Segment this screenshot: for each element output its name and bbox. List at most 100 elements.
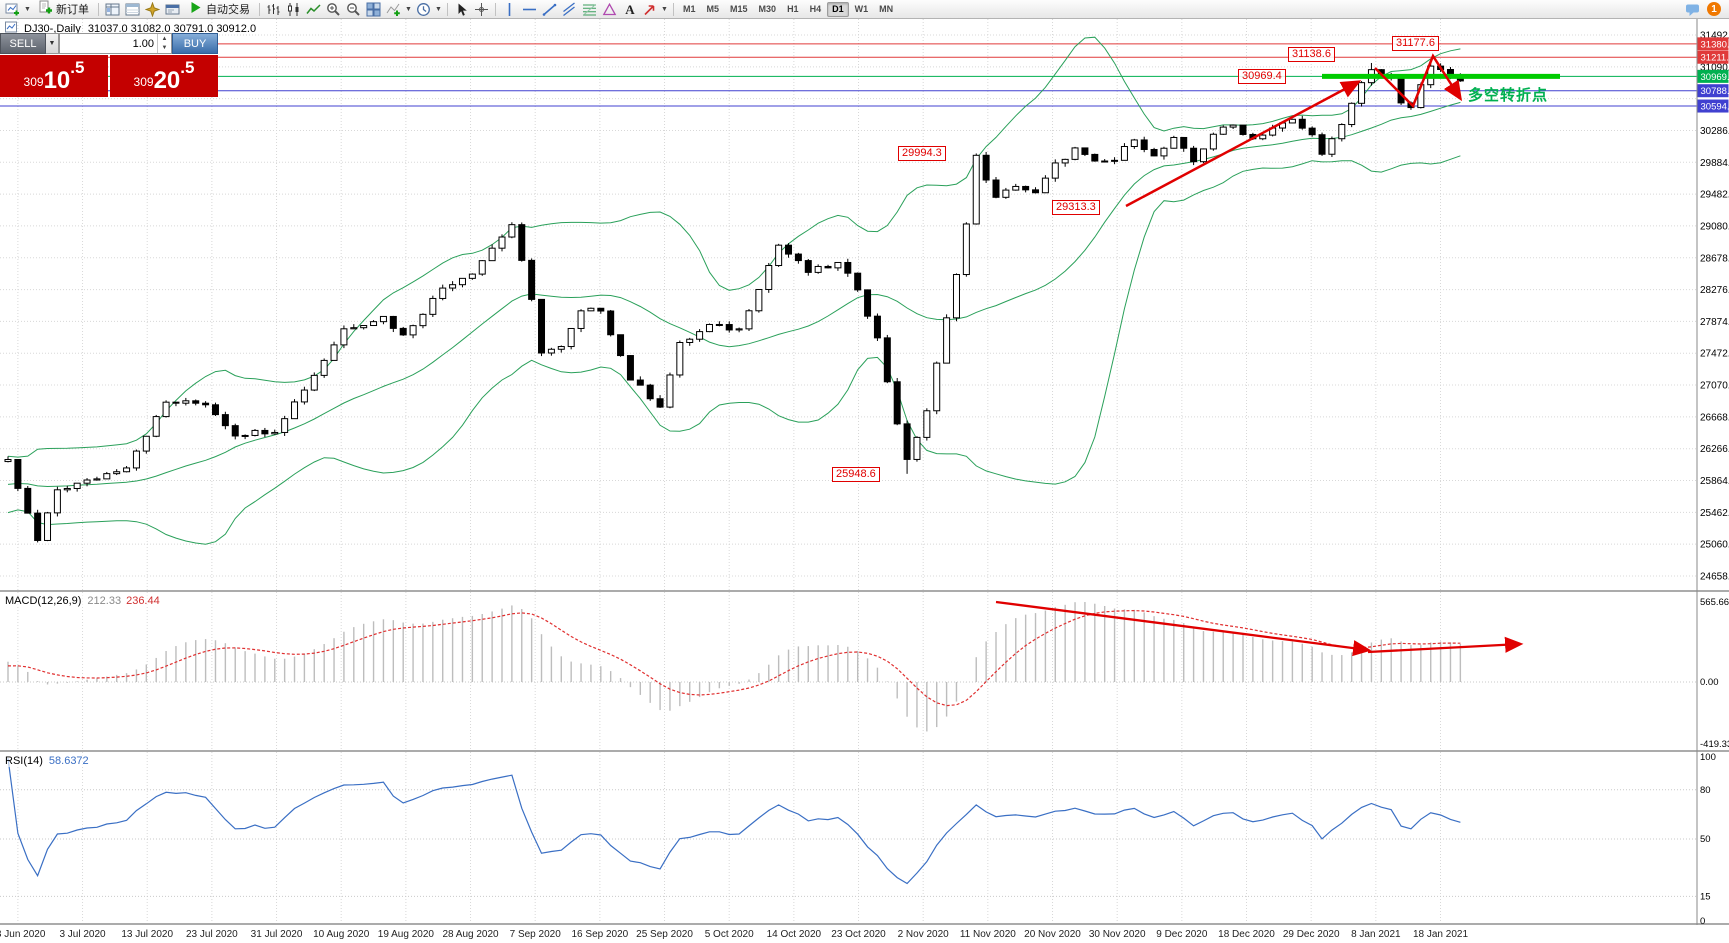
notification-badge[interactable]: 1	[1707, 2, 1721, 16]
price-annotation[interactable]: 31138.6	[1288, 47, 1335, 62]
new-order-button[interactable]: 新订单	[33, 0, 94, 18]
price-annotation[interactable]: 29994.3	[898, 146, 946, 161]
lot-decrease-icon[interactable]: ▼	[161, 45, 168, 52]
candle-body	[1130, 139, 1138, 148]
timeframe-m15-button[interactable]: M15	[730, 3, 748, 14]
macd-signal-value: 236.44	[126, 595, 160, 607]
lot-size-input[interactable]: 1.00 ▲ ▼	[59, 33, 172, 54]
price-annotation[interactable]: 31177.6	[1392, 36, 1439, 51]
candle-body	[1308, 127, 1316, 136]
candle-body	[735, 328, 743, 331]
candle-body	[1002, 189, 1010, 198]
timeframe-h1-button[interactable]: H1	[787, 3, 799, 14]
date-label: 3 Jul 2020	[59, 929, 106, 940]
price-annotation[interactable]: 30969.4	[1238, 69, 1286, 84]
candle-body	[962, 223, 970, 276]
bar-chart-icon[interactable]	[264, 1, 283, 18]
rsi-axis-label: 0	[1700, 916, 1705, 927]
price-axis-label: 25864.0	[1700, 476, 1729, 487]
candle-body	[1318, 134, 1326, 155]
timeframe-mn-button[interactable]: MN	[879, 3, 894, 14]
buy-button[interactable]: BUY	[172, 33, 218, 54]
date-label: 9 Dec 2020	[1156, 929, 1208, 940]
indicators-caret-icon[interactable]: ▼	[405, 5, 412, 13]
candlestick-chart-icon[interactable]	[284, 1, 303, 18]
candle-body	[854, 272, 862, 291]
vline-icon[interactable]	[500, 1, 519, 18]
timeframe-h4-button[interactable]: H4	[809, 3, 822, 14]
price-tag-label: 30788.1	[1701, 86, 1729, 97]
fibonacci-icon[interactable]	[580, 1, 599, 18]
lot-increase-icon[interactable]: ▲	[161, 35, 168, 42]
autotrade-button[interactable]: 自动交易	[183, 1, 255, 18]
lot-value[interactable]: 1.00	[132, 37, 154, 50]
candle-body	[656, 398, 664, 408]
macd-axis-label: 0.00	[1700, 677, 1719, 688]
shapes-icon[interactable]	[600, 1, 619, 18]
market-watch-icon[interactable]	[103, 1, 122, 18]
macd-main-value: 212.33	[87, 595, 122, 607]
date-label: 5 Oct 2020	[705, 929, 754, 940]
objects-caret-icon[interactable]: ▼	[661, 5, 668, 13]
toolbar-right-group: 1	[1683, 1, 1726, 18]
candle-body	[498, 236, 506, 249]
zoom-in-icon[interactable]	[324, 1, 343, 18]
indicators-icon[interactable]	[384, 1, 403, 18]
macd-header: MACD(12,26,9) 212.33 236.44	[5, 595, 160, 607]
panel-splitter[interactable]	[0, 923, 1729, 925]
order-options-caret[interactable]: ▼	[46, 33, 59, 54]
rsi-header: RSI(14) 58.6372	[5, 755, 89, 767]
data-window-icon[interactable]	[123, 1, 142, 18]
rsi-line	[7, 758, 1461, 885]
timeframe-d1-button[interactable]: D1	[827, 1, 849, 17]
community-chat-icon[interactable]	[1683, 1, 1702, 18]
trendline-icon[interactable]	[540, 1, 559, 18]
buy-price-display[interactable]: 309 20.5	[110, 55, 218, 97]
price-axis[interactable]	[1697, 19, 1729, 925]
crosshair-icon[interactable]	[472, 1, 491, 18]
line-chart-icon[interactable]	[304, 1, 323, 18]
price-axis-label: 29080.0	[1700, 221, 1729, 232]
timeframe-m1-button[interactable]: M1	[683, 3, 696, 14]
rsi-plot[interactable]	[0, 752, 1697, 923]
tile-windows-icon[interactable]	[364, 1, 383, 18]
main-chart-plot[interactable]	[0, 19, 1697, 590]
time-axis[interactable]	[0, 925, 1729, 943]
text-label-icon[interactable]: A	[620, 1, 639, 18]
navigator-icon[interactable]	[143, 1, 162, 18]
candle-body	[626, 355, 634, 381]
candle-body	[745, 310, 753, 330]
lot-stepper[interactable]: ▲ ▼	[157, 34, 171, 53]
candle-body	[113, 471, 121, 475]
new-chart-icon[interactable]	[3, 1, 22, 18]
sell-button[interactable]: SELL	[0, 33, 46, 54]
new-chart-caret-icon[interactable]: ▼	[24, 5, 31, 13]
candle-body	[883, 337, 891, 383]
candle-body	[864, 289, 872, 317]
toolbar-separator	[673, 2, 674, 16]
channel-icon[interactable]	[560, 1, 579, 18]
periods-caret-icon[interactable]: ▼	[435, 5, 442, 13]
chart-symbol-period: DJ30-,Daily	[24, 22, 81, 35]
candle-body	[63, 487, 71, 491]
hline-icon[interactable]	[520, 1, 539, 18]
arrow-object-icon[interactable]	[640, 1, 659, 18]
timeframe-m30-button[interactable]: M30	[758, 3, 777, 14]
panel-splitter[interactable]	[0, 590, 1729, 592]
price-annotation[interactable]: 25948.6	[832, 467, 880, 482]
sell-price-display[interactable]: 309 10.5	[0, 55, 108, 97]
cursor-icon[interactable]	[452, 1, 471, 18]
zoom-out-icon[interactable]	[344, 1, 363, 18]
timeframe-w1-button[interactable]: W1	[854, 3, 869, 14]
price-tag-label: 31380.0	[1701, 39, 1729, 50]
panel-splitter[interactable]	[0, 750, 1729, 752]
candle-body	[844, 261, 852, 274]
periods-icon[interactable]	[414, 1, 433, 18]
price-big-digits: 20	[153, 67, 181, 94]
terminal-icon[interactable]	[163, 1, 182, 18]
timeframe-m5-button[interactable]: M5	[706, 3, 720, 14]
price-annotation[interactable]: 29313.3	[1052, 200, 1100, 215]
price-axis-labels: 31492.0 31090.0 30286.0 29884.0 29482.0 29080…	[1697, 30, 1729, 927]
candle-body	[1338, 124, 1346, 140]
